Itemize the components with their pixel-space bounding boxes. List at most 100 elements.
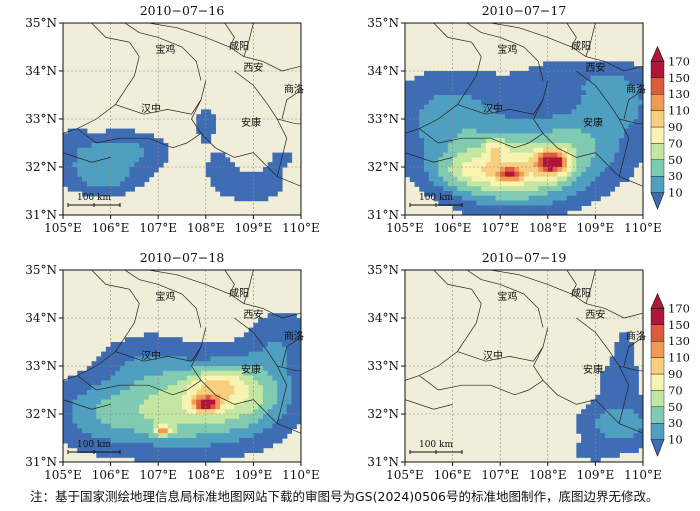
precip-cell	[234, 447, 240, 453]
precip-cell	[485, 128, 492, 134]
precip-cell	[91, 143, 97, 149]
lat-tick-label: 32°N	[367, 160, 399, 174]
precip-cell	[500, 109, 506, 115]
lon-tick-label: 108°E	[187, 468, 225, 482]
precip-cell	[562, 66, 568, 72]
precip-cell	[281, 380, 288, 386]
precip-cell	[172, 351, 178, 357]
precip-cell	[172, 380, 178, 386]
precip-cell	[91, 438, 97, 444]
precip-cell	[272, 181, 278, 187]
precip-cell	[72, 423, 78, 429]
precip-cell	[272, 423, 278, 429]
precip-cell	[414, 90, 420, 96]
precip-cell	[595, 147, 601, 154]
precip-cell	[115, 157, 121, 163]
precip-cell	[638, 438, 643, 444]
precip-cell	[428, 71, 435, 77]
precip-cell	[514, 152, 520, 158]
precip-cell	[158, 404, 164, 410]
precip-cell	[215, 346, 221, 353]
precip-cell	[576, 85, 582, 91]
precip-cell	[566, 114, 573, 120]
precip-cell	[609, 114, 616, 120]
precip-cell	[186, 346, 193, 353]
precip-cell	[595, 452, 601, 458]
precip-cell	[604, 133, 611, 139]
precip-cell	[77, 380, 83, 386]
precip-cell	[229, 390, 235, 396]
precip-cell	[485, 157, 492, 163]
precip-cell	[623, 375, 630, 381]
precip-cell	[495, 104, 501, 110]
precip-cell	[248, 195, 254, 202]
precip-cell	[115, 423, 121, 429]
precip-cell	[519, 205, 525, 211]
precip-cell	[590, 418, 596, 425]
precip-cell	[196, 361, 202, 367]
precip-cell	[162, 394, 169, 401]
precip-cell	[162, 351, 169, 357]
precip-cell	[186, 375, 193, 381]
precip-cell	[433, 143, 439, 149]
precip-cell	[447, 133, 454, 139]
precip-cell	[571, 95, 577, 101]
precip-cell	[277, 186, 283, 192]
precip-cell	[571, 191, 577, 197]
precip-cell	[148, 394, 155, 401]
precip-cell	[552, 157, 558, 163]
boundary-line	[618, 365, 630, 424]
precip-cell	[229, 409, 235, 415]
precip-cell	[604, 181, 611, 187]
precip-cell	[215, 152, 221, 158]
precip-cell	[124, 176, 131, 182]
precip-cell	[585, 191, 592, 197]
precip-cell	[262, 418, 269, 425]
precip-cell	[524, 171, 530, 178]
precip-cell	[63, 418, 69, 425]
precip-cell	[485, 171, 492, 178]
precip-cell	[585, 95, 592, 101]
precip-cell	[148, 447, 155, 453]
precip-cell	[581, 75, 587, 82]
precip-cell	[91, 167, 97, 173]
precip-cell	[438, 147, 444, 154]
precip-cell	[91, 361, 97, 367]
precip-cell	[443, 75, 449, 82]
precip-cell	[562, 80, 568, 86]
precip-cell	[581, 423, 587, 429]
precip-cell	[148, 438, 155, 444]
precip-cell	[562, 99, 568, 106]
precip-cell	[424, 191, 430, 197]
lat-tick-label: 31°N	[25, 455, 57, 469]
precip-cell	[220, 370, 226, 377]
precip-cell	[134, 390, 140, 396]
precip-cell	[110, 366, 116, 372]
precip-cell	[267, 171, 274, 178]
precip-cell	[414, 171, 420, 178]
precip-cell	[105, 442, 112, 449]
precip-cell	[243, 414, 250, 420]
precip-cell	[552, 75, 558, 82]
precip-cell	[205, 457, 212, 462]
precip-cell	[258, 322, 264, 329]
precip-cell	[243, 342, 250, 348]
precip-cell	[277, 428, 283, 434]
precip-cell	[633, 114, 639, 120]
precip-cell	[296, 394, 301, 401]
precip-cell	[533, 85, 539, 91]
precip-cell	[258, 442, 264, 449]
precip-cell	[524, 191, 530, 197]
precip-cell	[229, 423, 235, 429]
precip-cell	[205, 404, 212, 410]
precip-cell	[481, 75, 487, 82]
precip-cell	[134, 399, 140, 405]
precip-cell	[614, 128, 620, 134]
precip-cell	[600, 71, 606, 77]
precip-cell	[571, 114, 577, 120]
precip-cell	[590, 61, 596, 67]
precip-cell	[409, 147, 416, 154]
precip-cell	[172, 385, 178, 391]
precip-cell	[490, 205, 497, 211]
